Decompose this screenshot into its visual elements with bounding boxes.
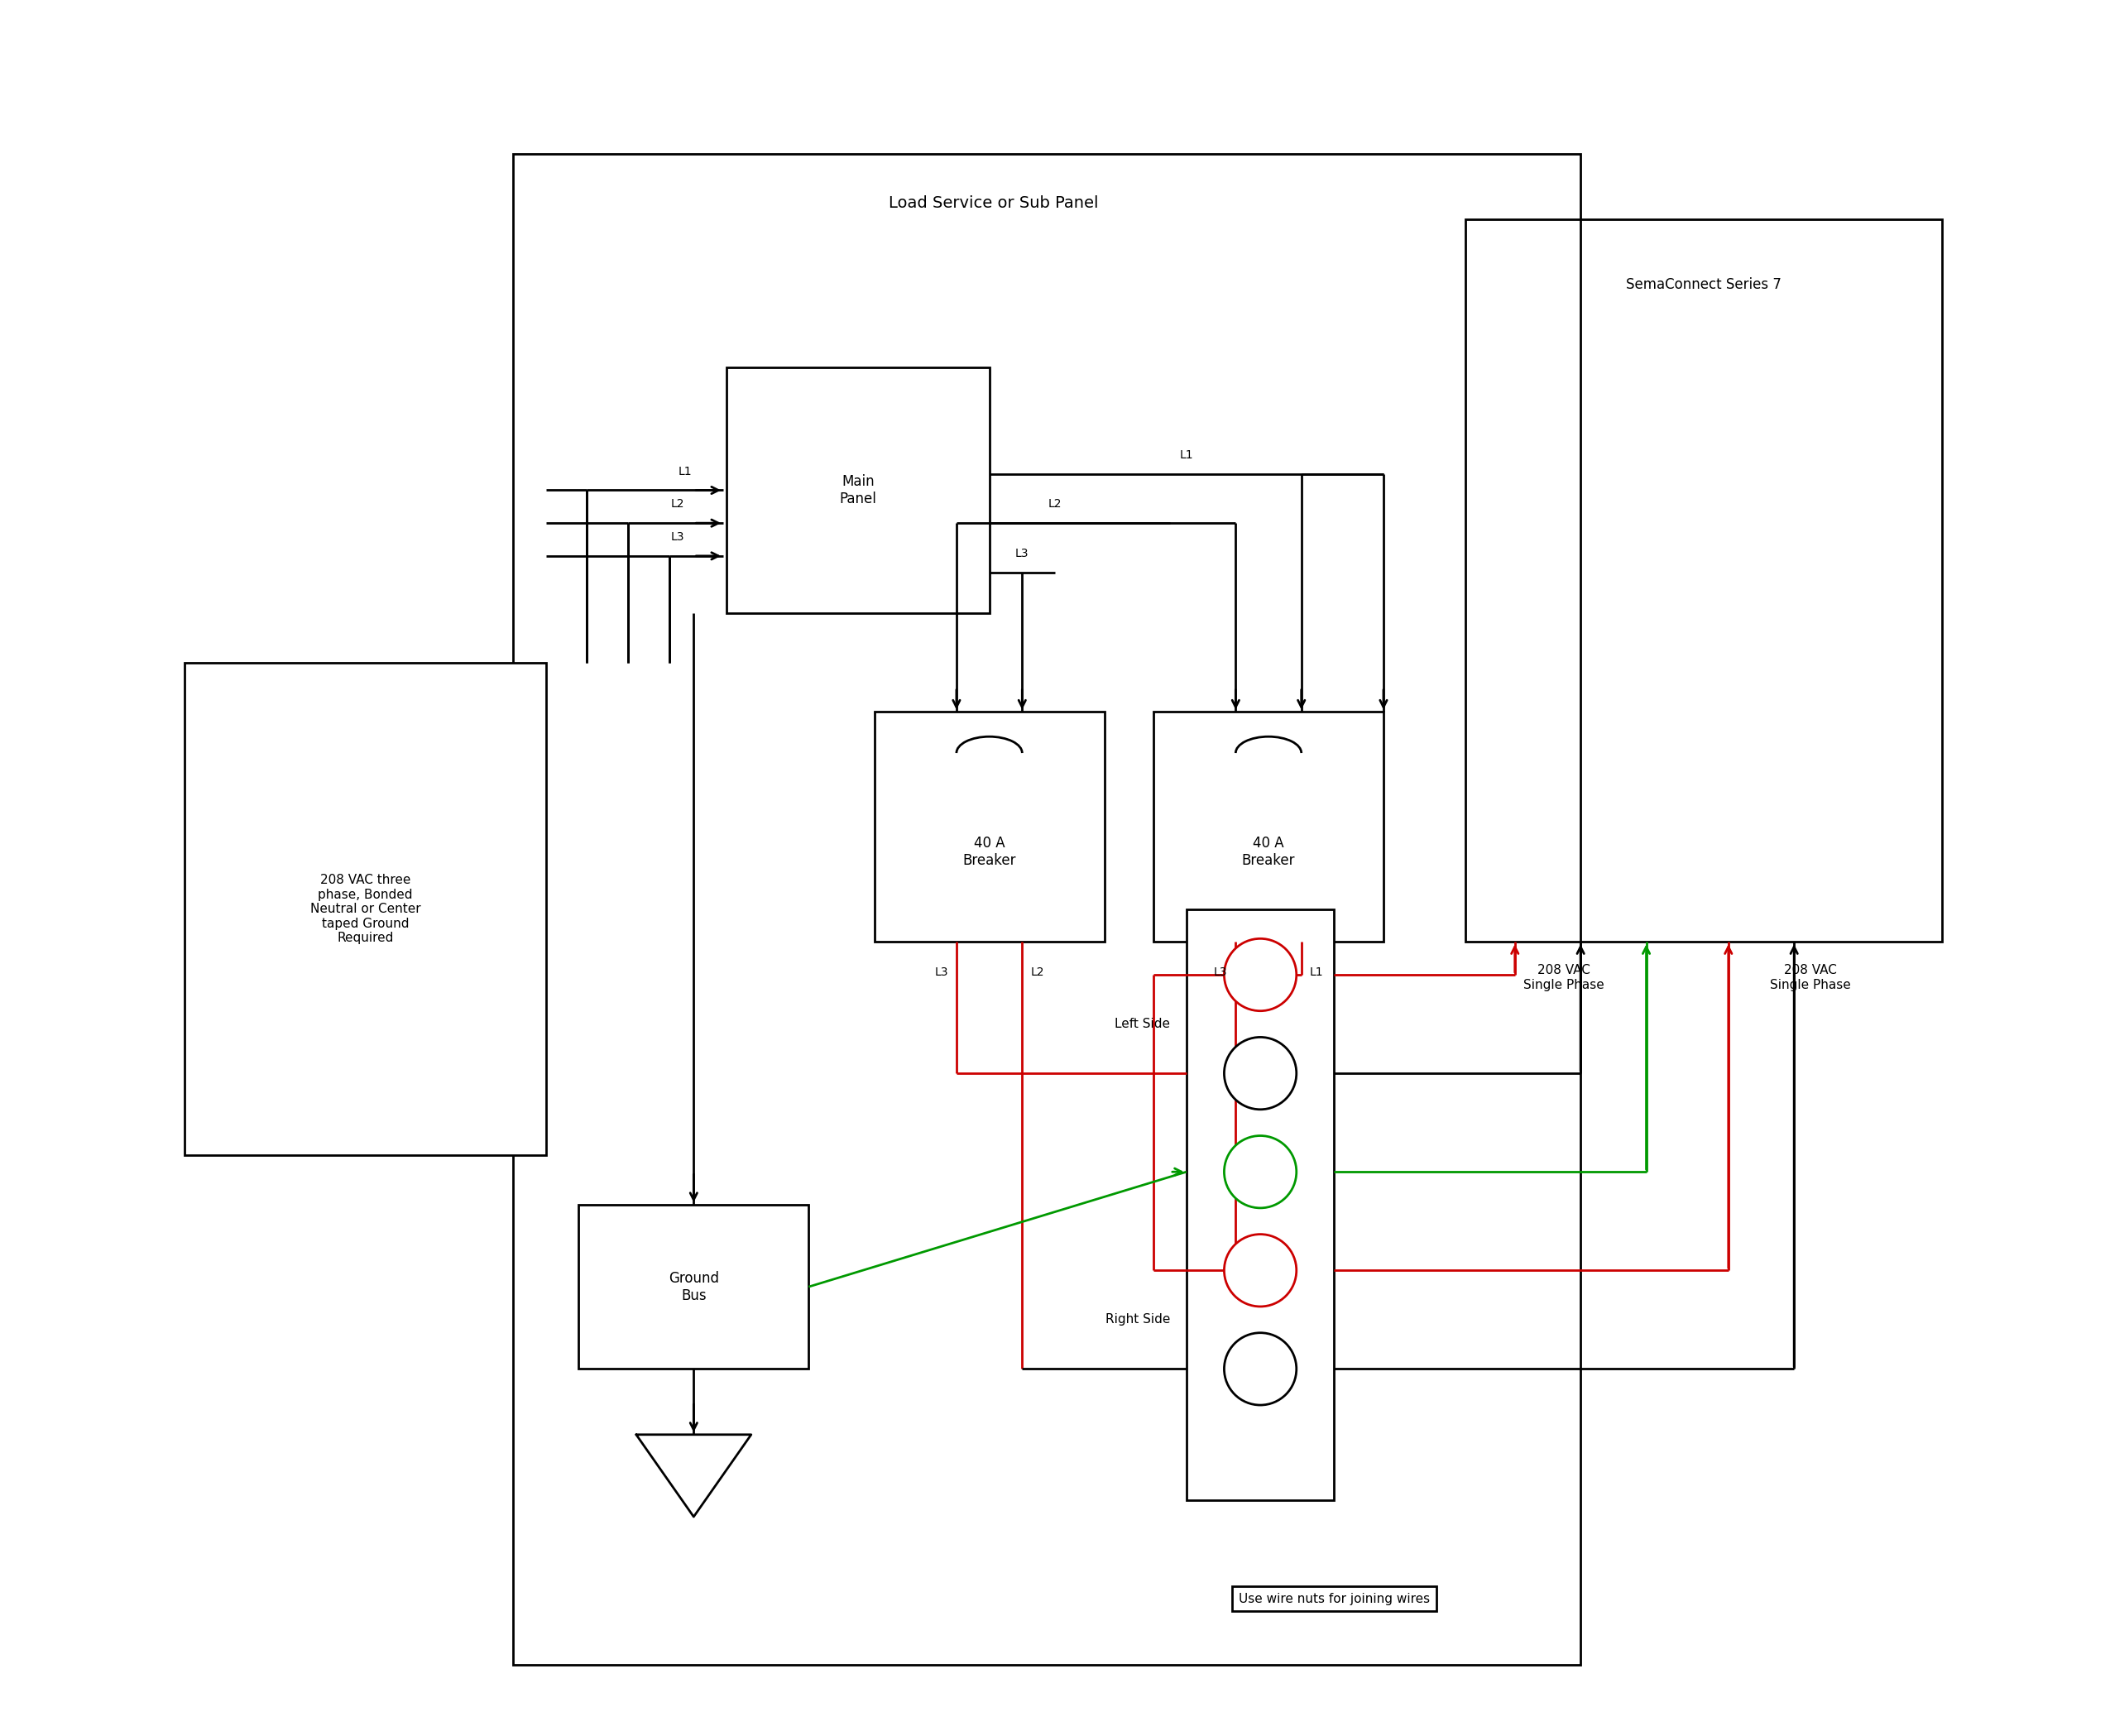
Text: Ground
Bus: Ground Bus [669,1271,720,1302]
Circle shape [1224,1135,1296,1208]
Text: L1: L1 [1310,967,1323,977]
Text: Right Side: Right Side [1106,1314,1169,1326]
Bar [513,153,1580,1665]
Bar [874,712,1104,943]
Bar [578,1205,808,1370]
Bar [184,663,546,1156]
Text: SemaConnect Series 7: SemaConnect Series 7 [1627,278,1781,292]
Text: Left Side: Left Side [1114,1017,1169,1029]
Bar [1186,910,1334,1500]
Text: L2: L2 [1049,498,1061,510]
Circle shape [1224,1036,1296,1109]
Text: L2: L2 [1030,967,1044,977]
Text: L2: L2 [671,498,684,510]
Text: Main
Panel: Main Panel [840,474,876,507]
Circle shape [1224,1234,1296,1307]
Text: L3: L3 [1213,967,1228,977]
Bar [1466,219,1941,943]
Text: Use wire nuts for joining wires: Use wire nuts for joining wires [1239,1592,1431,1606]
Bar [1154,712,1384,943]
Text: L3: L3 [1015,547,1030,559]
Text: 40 A
Breaker: 40 A Breaker [1243,835,1296,868]
Text: L3: L3 [935,967,947,977]
Circle shape [1224,939,1296,1010]
Text: 208 VAC three
phase, Bonded
Neutral or Center
taped Ground
Required: 208 VAC three phase, Bonded Neutral or C… [310,873,420,944]
Text: L3: L3 [671,531,684,543]
Circle shape [1224,1333,1296,1404]
Text: L1: L1 [1179,450,1194,460]
Text: 208 VAC
Single Phase: 208 VAC Single Phase [1523,965,1604,991]
Text: Load Service or Sub Panel: Load Service or Sub Panel [888,194,1099,210]
Text: 40 A
Breaker: 40 A Breaker [962,835,1017,868]
Text: 208 VAC
Single Phase: 208 VAC Single Phase [1770,965,1850,991]
Bar [726,366,990,613]
Text: L1: L1 [679,465,692,477]
